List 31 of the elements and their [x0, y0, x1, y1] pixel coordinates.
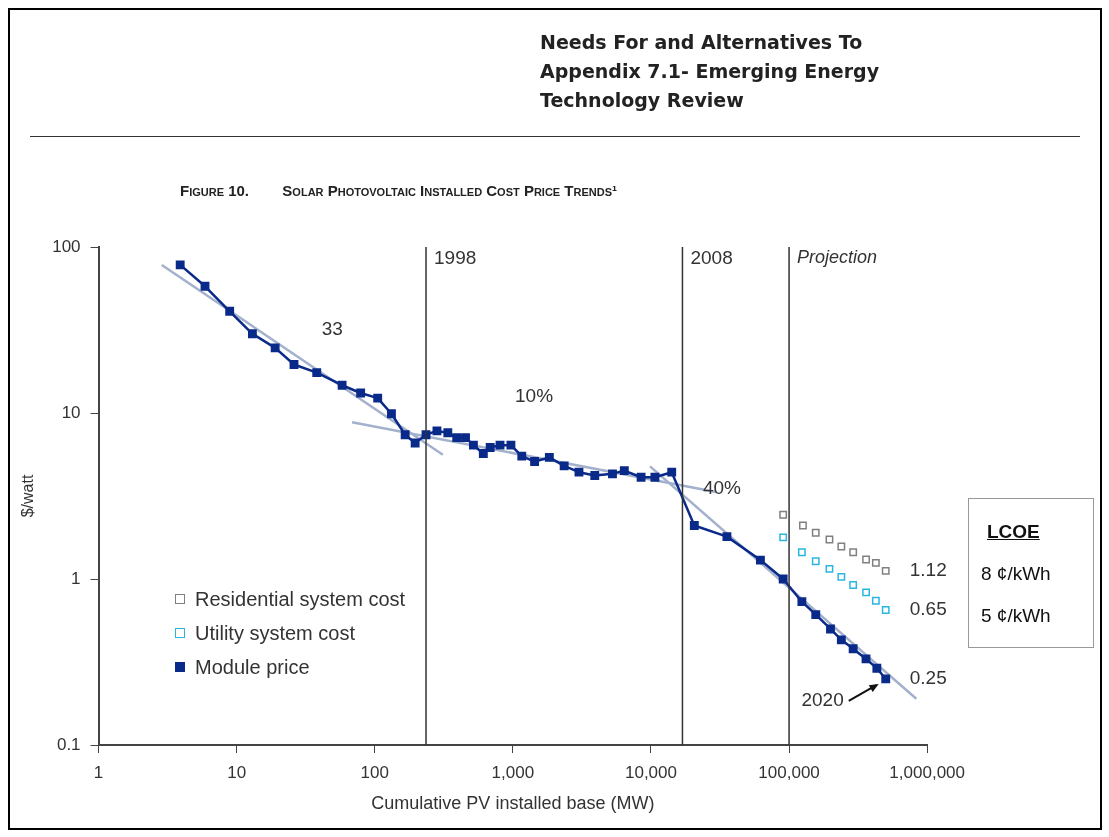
text: 8 ¢/kWh [980, 562, 1052, 586]
x-tick-label: 100 [360, 762, 389, 782]
text: LCOE [986, 520, 1041, 544]
chart-title: Needs For and Alternatives To Appendix 7.1- Emerging Energy Technology Review [540, 30, 881, 113]
y-tick-label: 100 [52, 236, 81, 256]
y-tick-label: 10 [61, 402, 81, 422]
annotation: 1998 [434, 246, 477, 268]
x-tick-label: 1,000,000 [889, 762, 966, 782]
legend-label: Residential system cost [195, 587, 406, 612]
data-label: 1.12 [909, 559, 947, 581]
x-tick-label: 10,000 [624, 762, 677, 782]
x-axis-title: Cumulative PV installed base (MW) [371, 793, 655, 814]
y-axis-title: $/watt [19, 474, 37, 518]
data-label: 0.65 [909, 598, 947, 620]
legend-label: Module price [195, 655, 310, 680]
y-tick-label: 0.1 [56, 734, 81, 754]
x-tick-label: 1 [93, 762, 104, 782]
chart-subtitle: Figure 10. Solar Photovoltaic Installed Cost Price Trends¹ [180, 182, 617, 199]
annotation: 10% [515, 385, 554, 407]
legend-label: Utility system cost [195, 621, 356, 646]
annotation: 40% [702, 477, 742, 499]
text: 5 ¢/kWh [980, 604, 1052, 628]
y-tick-label: 1 [71, 568, 81, 588]
data-label: 0.25 [909, 667, 947, 689]
annotation: 33 [321, 318, 343, 340]
ref-line-label: Projection [797, 247, 878, 267]
annotation: 2008 [690, 246, 733, 268]
x-tick-label: 1,000 [491, 762, 535, 782]
annotation: 2020 [801, 689, 844, 711]
x-tick-label: 10 [227, 762, 247, 782]
x-tick-label: 100,000 [758, 762, 820, 782]
